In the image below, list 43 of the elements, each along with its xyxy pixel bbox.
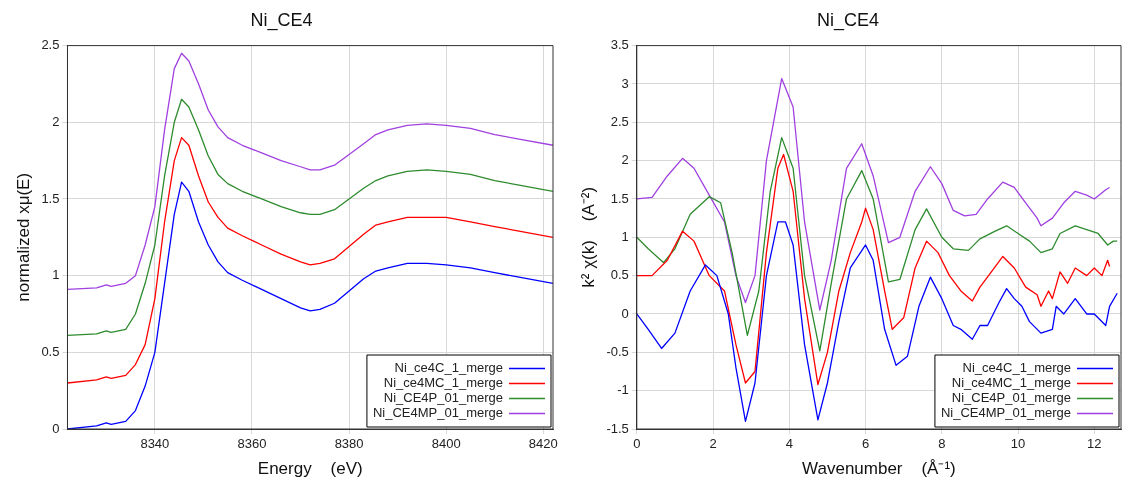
- y-tick-label: -0.5: [606, 343, 629, 359]
- chart-title: Ni_CE4: [250, 9, 313, 31]
- x-tick-label: 10: [1010, 436, 1026, 452]
- y-tick-label: 1: [52, 267, 60, 283]
- x-tick-label: 2: [709, 436, 717, 452]
- x-tick-label: 8360: [237, 436, 267, 452]
- legend-label: Ni_ce4MC_1_merge: [951, 375, 1071, 391]
- x-tick-label: 4: [785, 436, 793, 452]
- y-tick-label: 1: [621, 228, 629, 244]
- y-tick-label: 0.5: [41, 343, 60, 359]
- y-tick-label: 2: [621, 152, 629, 168]
- y-axis-title: k² χ(k) (A⁻²): [578, 186, 598, 288]
- y-tick-label: 3: [621, 75, 629, 91]
- y-tick-label: 1.5: [41, 190, 60, 206]
- legend-label: Ni_ce4C_1_merge: [394, 360, 503, 376]
- y-tick-label: 0: [621, 305, 629, 321]
- y-tick-label: 0: [52, 420, 60, 436]
- x-tick-label: 8340: [140, 436, 170, 452]
- legend-label: Ni_CE4P_01_merge: [383, 390, 503, 406]
- y-axis-title: normalized xμ(E): [13, 172, 33, 302]
- x-tick-label: 12: [1087, 436, 1102, 452]
- y-tick-label: -1.5: [606, 420, 629, 436]
- y-tick-label: -1: [617, 382, 629, 398]
- y-tick-label: 2: [52, 113, 60, 129]
- x-tick-label: 8420: [528, 436, 558, 452]
- x-axis-title: Wavenumber (Å⁻¹): [802, 459, 956, 479]
- legend-label: Ni_ce4MC_1_merge: [383, 375, 503, 391]
- x-tick-label: 0: [633, 436, 641, 452]
- y-tick-label: 3.5: [610, 37, 629, 53]
- y-tick-label: 1.5: [610, 190, 629, 206]
- y-tick-label: 0.5: [610, 267, 629, 283]
- x-tick-label: 8: [938, 436, 946, 452]
- y-tick-label: 2.5: [41, 37, 60, 53]
- legend-label: Ni_CE4MP_01_merge: [940, 405, 1071, 421]
- legend-label: Ni_ce4C_1_merge: [962, 360, 1071, 376]
- y-tick-label: 2.5: [610, 113, 629, 129]
- x-tick-label: 8380: [334, 436, 364, 452]
- x-tick-label: 8400: [431, 436, 461, 452]
- x-axis-title: Energy (eV): [257, 459, 363, 479]
- x-tick-label: 6: [861, 436, 870, 452]
- legend-label: Ni_CE4MP_01_merge: [372, 405, 503, 421]
- legend-label: Ni_CE4P_01_merge: [951, 390, 1071, 406]
- chart-title: Ni_CE4: [816, 9, 880, 31]
